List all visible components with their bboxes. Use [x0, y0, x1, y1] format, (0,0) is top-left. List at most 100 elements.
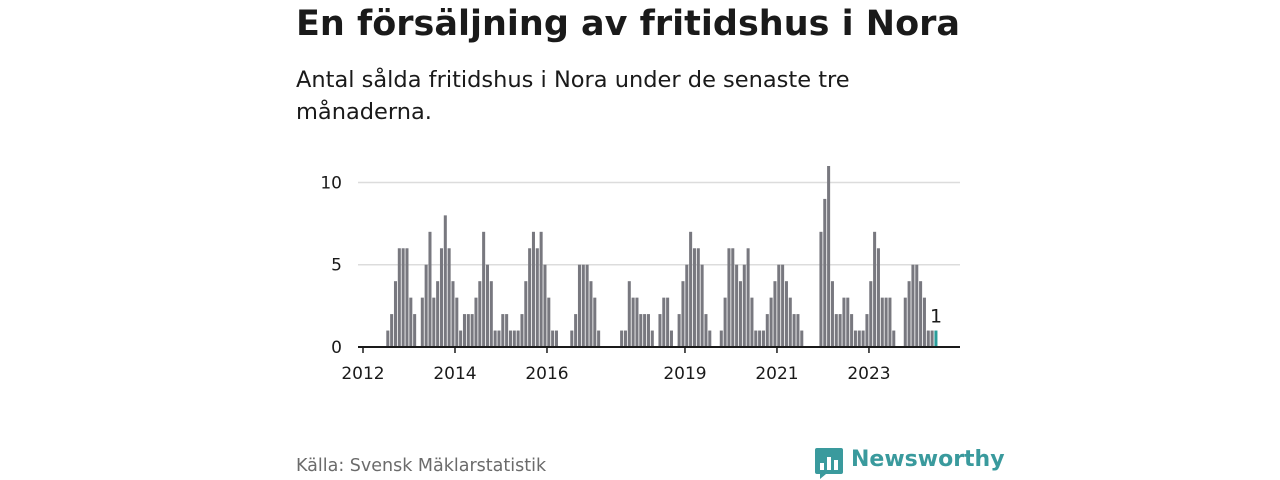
bar	[505, 314, 509, 347]
bar	[915, 264, 919, 347]
bar	[669, 330, 673, 347]
bar	[746, 248, 750, 347]
bar	[393, 281, 397, 347]
x-tick-label-2014: 2014	[433, 364, 476, 384]
bar	[934, 330, 938, 347]
bar	[554, 330, 558, 347]
bar	[750, 297, 754, 347]
bar	[719, 330, 723, 347]
bar	[589, 281, 593, 347]
bar	[485, 264, 489, 347]
bar	[823, 198, 827, 347]
x-tick-label-2019: 2019	[663, 364, 706, 384]
y-tick-label-0: 0	[331, 338, 342, 358]
bar	[551, 330, 555, 347]
bar	[581, 264, 585, 347]
bar	[401, 248, 405, 347]
x-tick-label-2021: 2021	[755, 364, 798, 384]
bar	[650, 330, 654, 347]
bar	[390, 314, 394, 347]
bar	[493, 330, 497, 347]
bar	[443, 215, 447, 347]
bar	[639, 314, 643, 347]
bar	[497, 330, 501, 347]
data-labels: 1	[930, 306, 942, 328]
bar	[692, 248, 696, 347]
bar	[819, 231, 823, 347]
bar	[409, 297, 413, 347]
bar	[696, 248, 700, 347]
x-tick-label-2023: 2023	[847, 364, 890, 384]
bar	[788, 297, 792, 347]
bar	[727, 248, 731, 347]
bar	[930, 330, 934, 347]
bar	[892, 330, 896, 347]
bar	[758, 330, 762, 347]
bar	[873, 231, 877, 347]
bar	[386, 330, 390, 347]
y-axis-ticks: 0 5 10	[320, 173, 342, 358]
bar	[658, 314, 662, 347]
bar	[520, 314, 524, 347]
bar	[413, 314, 417, 347]
bar	[880, 297, 884, 347]
y-tick-label-5: 5	[331, 256, 342, 276]
bar	[620, 330, 624, 347]
bar	[827, 166, 831, 347]
bar	[646, 314, 650, 347]
bar	[451, 281, 455, 347]
bar	[547, 297, 551, 347]
bar	[420, 297, 424, 347]
bar	[689, 231, 693, 347]
bar	[524, 281, 528, 347]
bar	[700, 264, 704, 347]
bar	[907, 281, 911, 347]
bar	[662, 297, 666, 347]
bar	[528, 248, 532, 347]
bar	[869, 281, 873, 347]
bar	[439, 248, 443, 347]
bar	[792, 314, 796, 347]
bar	[731, 248, 735, 347]
bar	[478, 281, 482, 347]
bar	[474, 297, 478, 347]
bars	[386, 166, 938, 347]
bar	[861, 330, 865, 347]
bar	[681, 281, 685, 347]
bar	[512, 330, 516, 347]
bar	[884, 297, 888, 347]
bar	[585, 264, 589, 347]
bar	[570, 330, 574, 347]
bar	[597, 330, 601, 347]
bar	[857, 330, 861, 347]
bar	[865, 314, 869, 347]
bar	[850, 314, 854, 347]
bar	[723, 297, 727, 347]
bar	[773, 281, 777, 347]
bar	[742, 264, 746, 347]
bar	[462, 314, 466, 347]
bar	[677, 314, 681, 347]
bar	[761, 330, 765, 347]
bar	[531, 231, 535, 347]
bar	[643, 314, 647, 347]
x-tick-label-2012: 2012	[341, 364, 384, 384]
bar	[853, 330, 857, 347]
newsworthy-logo-icon	[815, 448, 843, 479]
bar	[489, 281, 493, 347]
bar	[838, 314, 842, 347]
bar	[577, 264, 581, 347]
bar	[535, 248, 539, 347]
bar	[593, 297, 597, 347]
bar	[919, 281, 923, 347]
x-tick-label-2016: 2016	[525, 364, 568, 384]
bar	[631, 297, 635, 347]
bar	[800, 330, 804, 347]
chart-title: En försäljning av fritidshus i Nora	[296, 4, 961, 44]
bar	[459, 330, 463, 347]
bar	[888, 297, 892, 347]
bar	[436, 281, 440, 347]
bar	[735, 264, 739, 347]
bar	[834, 314, 838, 347]
bar	[754, 330, 758, 347]
